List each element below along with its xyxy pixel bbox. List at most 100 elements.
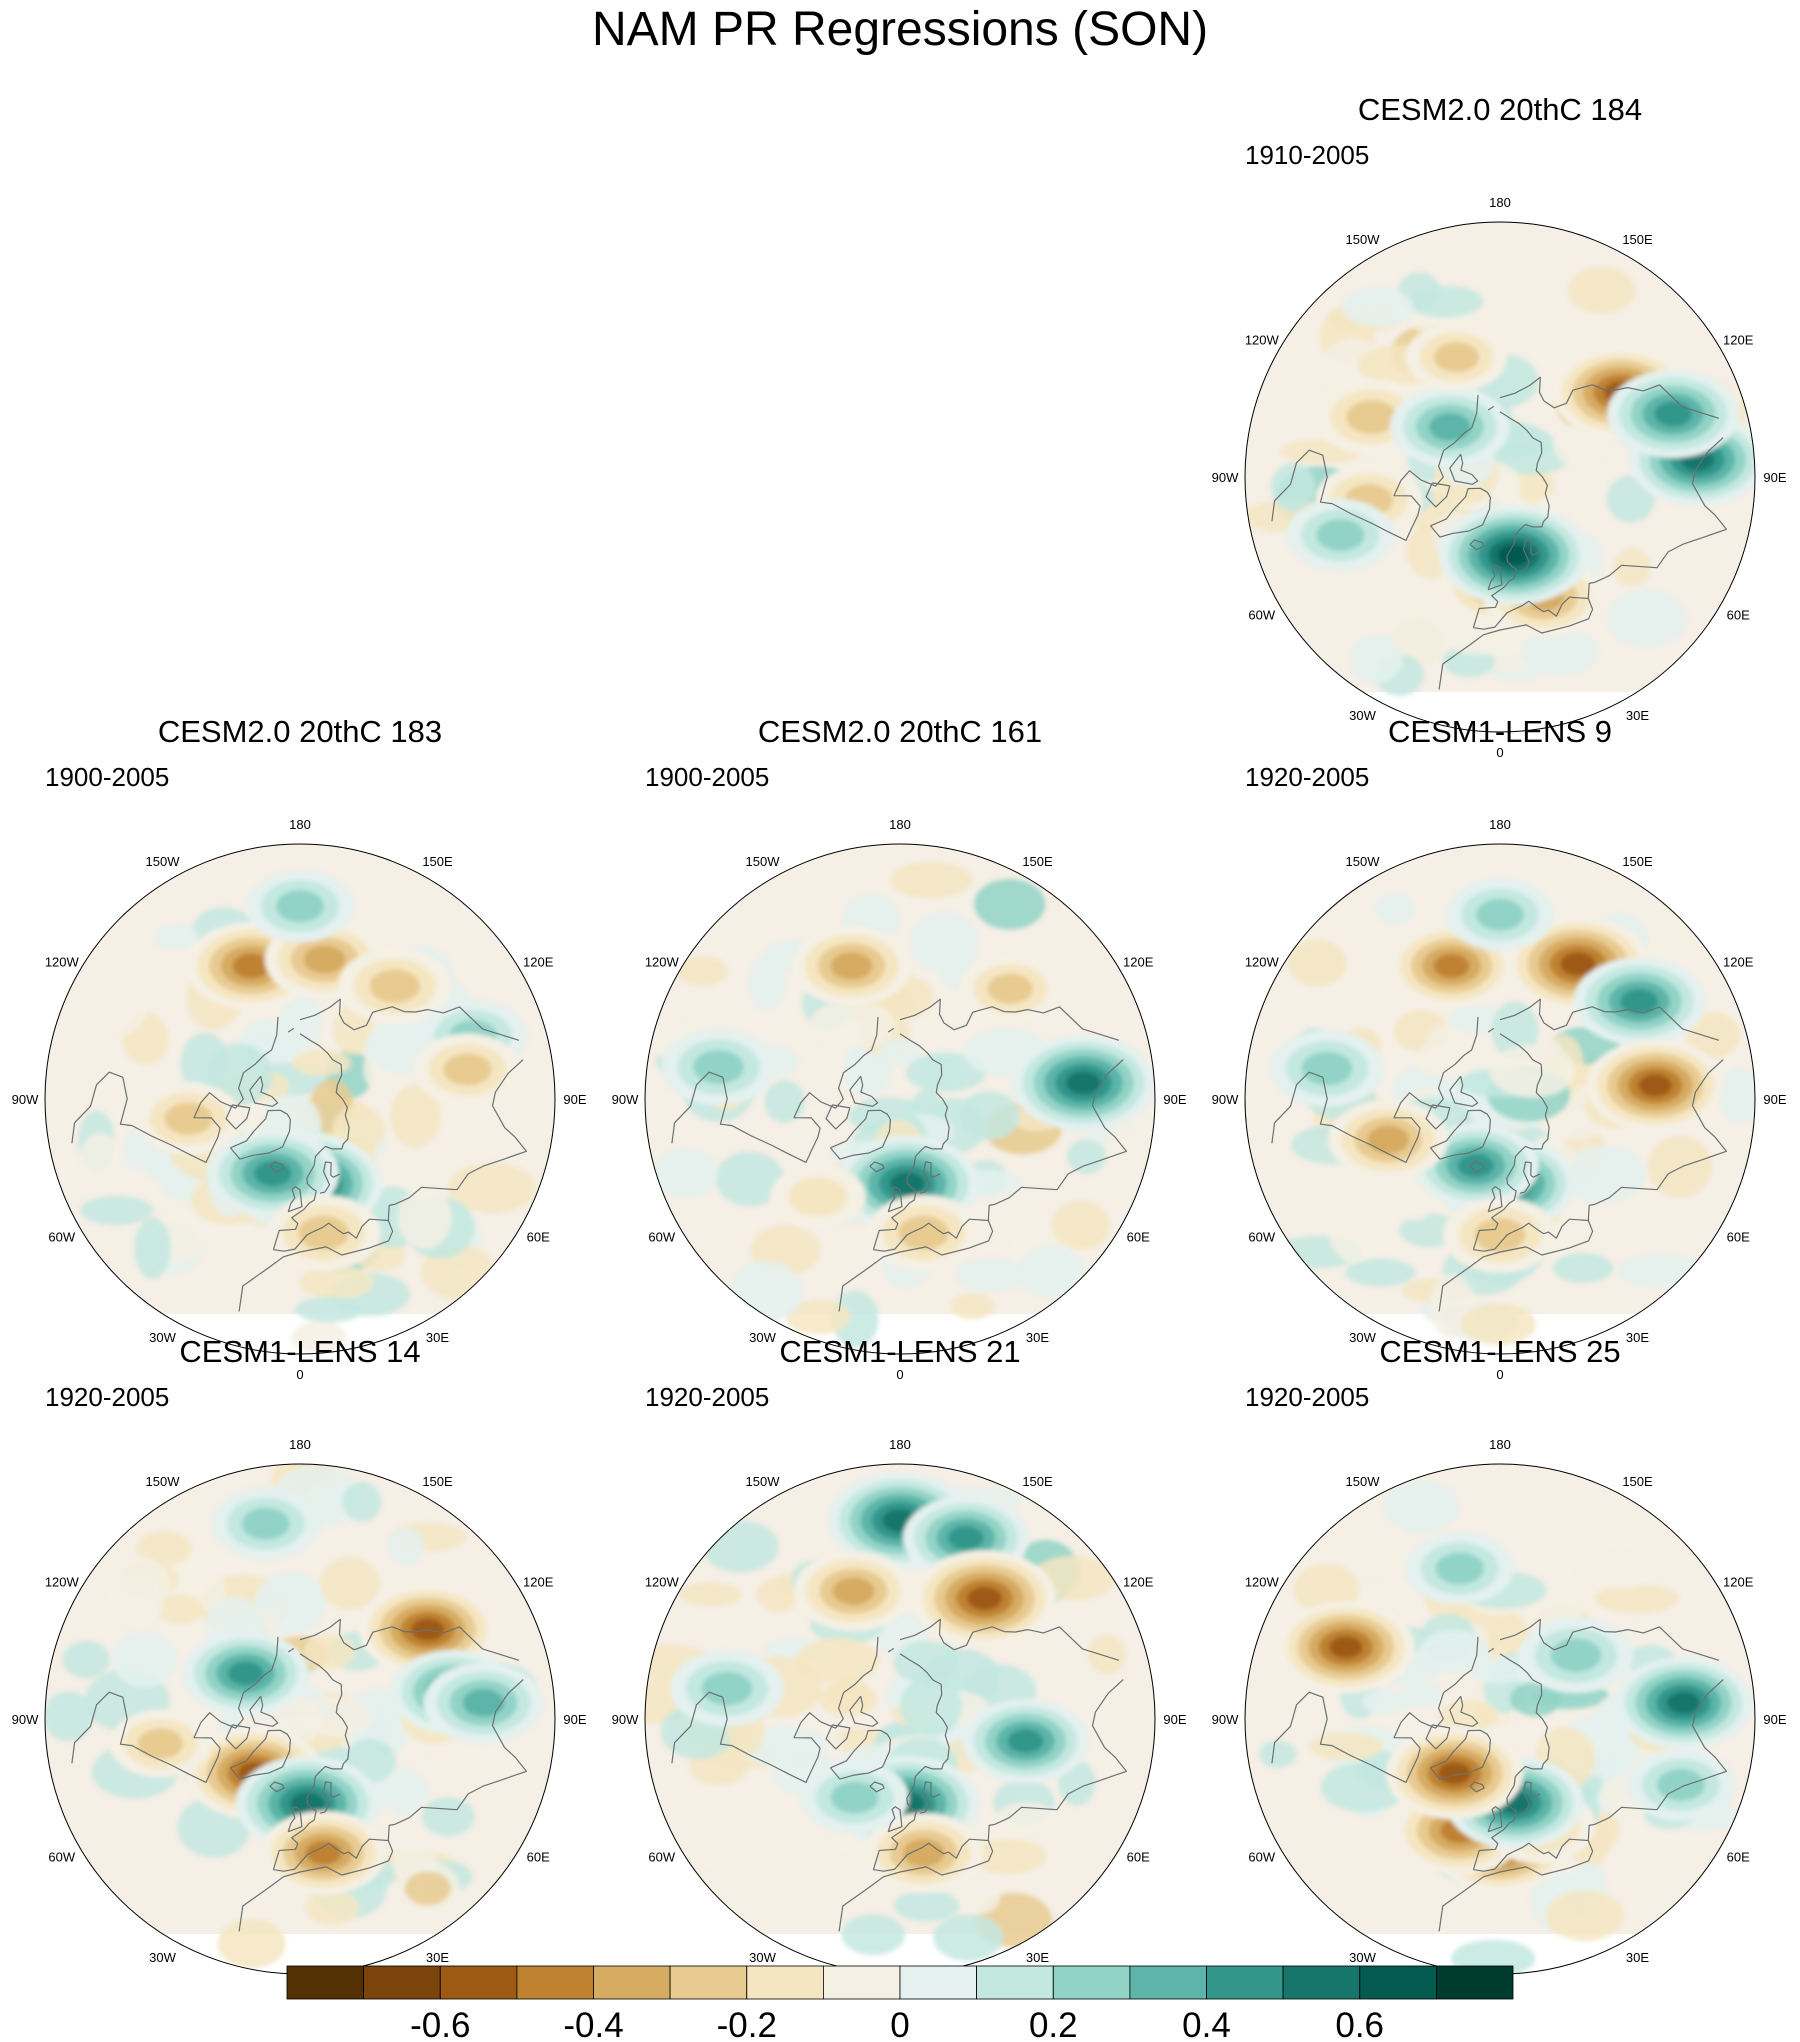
- panel-period: 1920-2005: [45, 1382, 170, 1412]
- coastline: [838, 1218, 994, 1312]
- anomaly-contour: [1457, 1153, 1494, 1178]
- coastline: [1425, 1724, 1451, 1750]
- coastline: [287, 998, 520, 1041]
- coastline: [1587, 1679, 1727, 1841]
- field-blob: [1383, 1480, 1460, 1533]
- field-blob: [1510, 1681, 1561, 1717]
- anomaly-contour: [830, 952, 873, 980]
- anomaly-contour: [1657, 1768, 1705, 1801]
- colorbar-swatch: [1206, 1965, 1284, 2000]
- coastline: [269, 1161, 285, 1173]
- anomaly-contour: [1437, 1762, 1472, 1785]
- field-blob: [279, 990, 321, 1052]
- coastline: [1271, 394, 1479, 541]
- colorbar: -0.6 -0.4 -0.2 0 0.2 0.4 0.6: [286, 1965, 1514, 2042]
- longitude-label: 180: [889, 817, 911, 832]
- longitude-label: 150W: [146, 1474, 181, 1489]
- coastline: [987, 1679, 1127, 1841]
- anomaly-contour: [1433, 342, 1480, 373]
- coastline: [1487, 1186, 1503, 1213]
- colorbar-swatch: [593, 1965, 671, 2000]
- anomaly-contour: [1476, 898, 1524, 931]
- coastline: [919, 1161, 941, 1194]
- field-blob: [841, 1914, 905, 1956]
- coastline: [238, 1218, 394, 1312]
- field-blob: [1561, 1145, 1646, 1203]
- field-blob: [102, 1556, 171, 1609]
- coastline: [387, 1679, 527, 1841]
- field-blob: [397, 1187, 452, 1249]
- anomaly-contour: [1429, 413, 1471, 441]
- longitude-label: 30W: [1349, 1950, 1376, 1965]
- field-blob: [1553, 1252, 1614, 1284]
- longitude-label: 60W: [1248, 1230, 1275, 1245]
- colorbar-swatch: [363, 1965, 441, 2000]
- map-panel-lens-21: CESM1-LENS 21 1920-2005 180 150E 120E 90E 60…: [600, 1334, 1200, 2002]
- longitude-label: 150W: [746, 854, 781, 869]
- anomaly-contour: [1560, 952, 1596, 976]
- field-blob: [1051, 1200, 1110, 1250]
- longitude-label: 90E: [1763, 470, 1786, 485]
- longitude-label: 120E: [523, 955, 554, 970]
- panel-title: CESM2.0 20thC 184: [1357, 92, 1643, 127]
- coastline: [887, 998, 1120, 1041]
- longitude-label: 150E: [1022, 854, 1053, 869]
- coastline: [71, 1636, 279, 1783]
- map-panel-lens-14: CESM1-LENS 14 1920-2005 180 150E 120E 90E 60…: [0, 1334, 600, 2002]
- anomaly-contour: [832, 1577, 875, 1606]
- panel-title: CESM2.0 20thC 161: [757, 714, 1043, 749]
- anomaly-contour: [987, 973, 1033, 1004]
- longitude-label: 180: [1489, 1437, 1511, 1452]
- field-blob: [996, 1802, 1058, 1835]
- colorbar-label: -0.4: [563, 2006, 623, 2042]
- longitude-label: 120E: [1723, 955, 1754, 970]
- coastline: [1469, 1781, 1485, 1793]
- longitude-label: 180: [289, 1437, 311, 1452]
- longitude-label: 60W: [48, 1230, 75, 1245]
- longitude-label: 30E: [1626, 708, 1649, 723]
- field-blob: [1259, 1740, 1297, 1768]
- map-border: [644, 843, 1156, 1355]
- field-blob: [100, 972, 171, 1004]
- panel-period: 1910-2005: [1245, 140, 1370, 170]
- field-blob: [155, 1594, 204, 1624]
- coastline: [919, 1781, 941, 1814]
- colorbar-swatch: [823, 1965, 901, 2000]
- coastline: [1438, 1218, 1594, 1312]
- colorbar-label: 0.6: [1335, 2006, 1384, 2042]
- colorbar-swatch: [1282, 1965, 1361, 2000]
- coastline: [1469, 1161, 1485, 1173]
- field-blob: [63, 1640, 110, 1679]
- field-blob: [1329, 1202, 1382, 1263]
- field-blob: [1350, 634, 1403, 683]
- colorbar-label: -0.6: [410, 2006, 470, 2042]
- coastline: [1469, 539, 1485, 551]
- longitude-label: 180: [889, 1437, 911, 1452]
- map-border: [1244, 843, 1756, 1355]
- coastline: [1429, 487, 1491, 538]
- coastline: [825, 1724, 851, 1750]
- longitude-label: 30E: [1626, 1330, 1649, 1345]
- field-blob: [1575, 1551, 1664, 1589]
- field-blob: [1630, 1612, 1679, 1654]
- anomaly-contour: [276, 890, 324, 923]
- field-blob: [291, 1050, 352, 1076]
- field-blob: [319, 1557, 380, 1610]
- coastline: [387, 1059, 527, 1221]
- field-blob: [715, 1151, 784, 1207]
- field-blob: [957, 1091, 1020, 1141]
- colorbar-swatch: [439, 1965, 518, 2000]
- longitude-label: 60E: [527, 1230, 550, 1245]
- anomaly-contour: [1433, 953, 1470, 978]
- coastline: [1519, 539, 1541, 572]
- longitude-label: 30W: [749, 1950, 776, 1965]
- longitude-label: 60W: [648, 1850, 675, 1865]
- anomaly-contour: [1654, 401, 1692, 427]
- field-blob: [366, 1153, 453, 1192]
- longitude-label: 120E: [1123, 1575, 1154, 1590]
- field-blob: [1617, 1253, 1703, 1288]
- field-blob: [79, 1133, 121, 1185]
- longitude-label: 150E: [422, 854, 453, 869]
